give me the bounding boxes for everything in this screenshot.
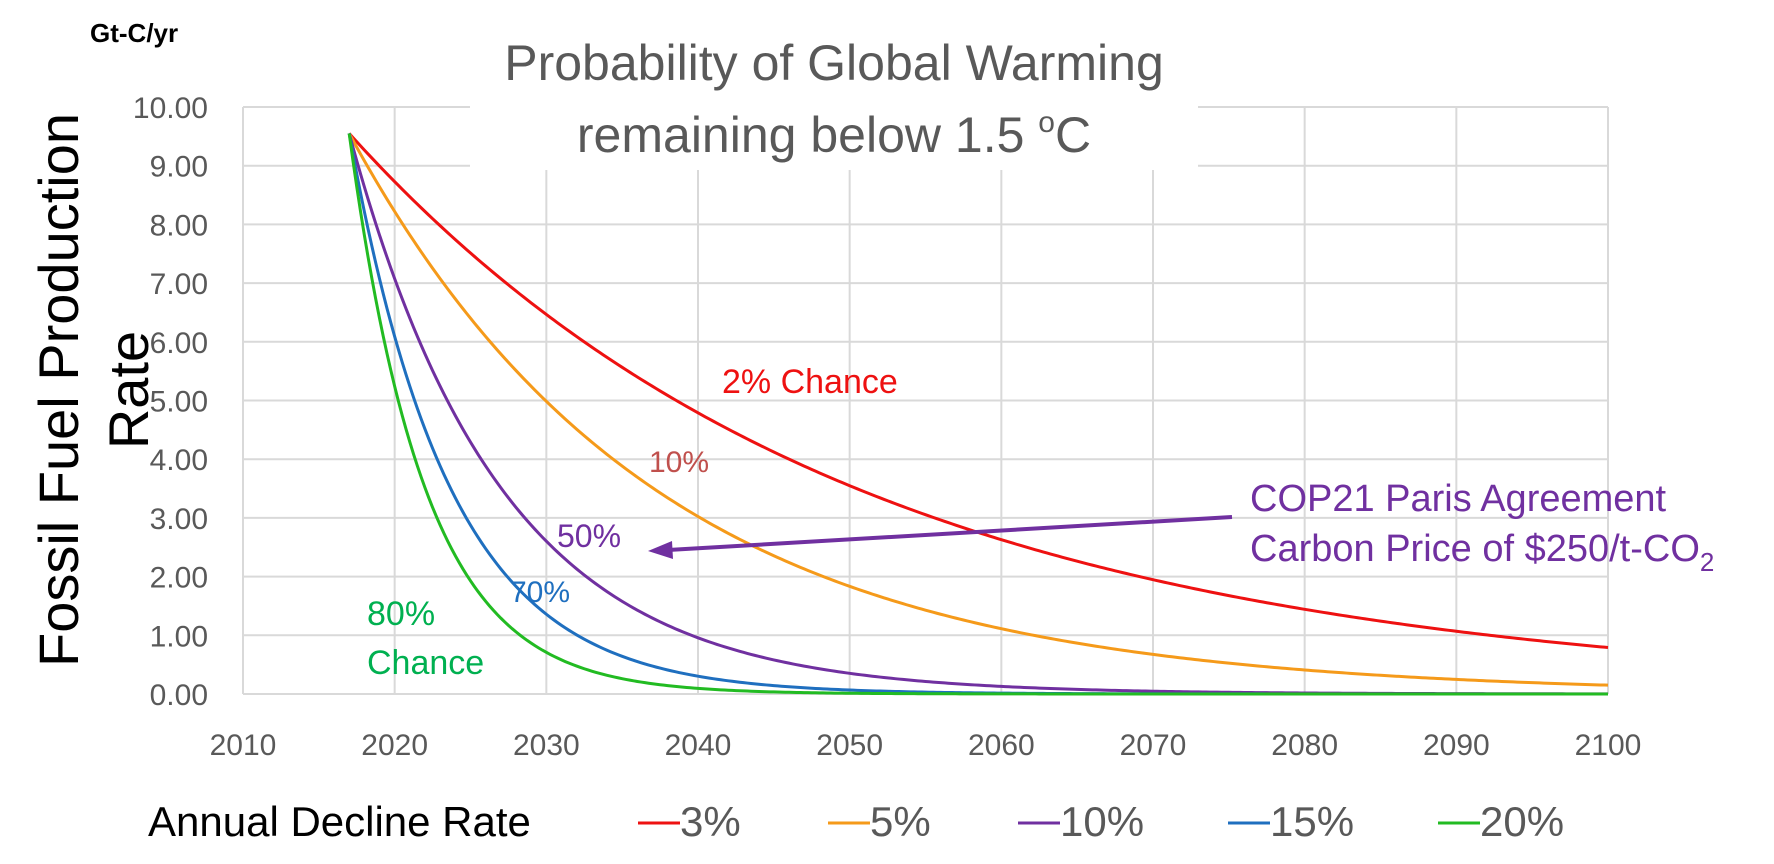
y-tick-label: 1.00 — [150, 620, 208, 653]
series-line-20pct — [347, 133, 1608, 696]
series-line-15pct — [347, 133, 1608, 696]
legend-label-3pct: 3% — [680, 798, 741, 845]
cop21-annotation-line2-main: Carbon Price of $250/t-CO — [1250, 528, 1700, 570]
chart-title-line2: remaining below 1.5 oC — [577, 106, 1091, 163]
legend-label-10pct: 10% — [1060, 798, 1144, 845]
x-tick-labels: 2010 2020 2030 2040 2050 2060 2070 2080 2090 2100 — [210, 729, 1642, 762]
x-tick-label: 2080 — [1271, 729, 1338, 762]
y-tick-label: 4.00 — [150, 444, 208, 477]
x-tick-label: 2010 — [210, 729, 277, 762]
legend-label-5pct: 5% — [870, 798, 931, 845]
legend: 3% 5% 10% 15% 20% — [638, 798, 1564, 845]
y-axis-label-line1: Fossil Fuel Production — [27, 113, 90, 667]
y-axis-label-line2: Rate — [97, 331, 160, 449]
y-tick-label: 7.00 — [150, 268, 208, 301]
x-tick-label: 2060 — [968, 729, 1035, 762]
annotation-5pct: 10% — [649, 446, 709, 479]
x-tick-label: 2100 — [1575, 729, 1642, 762]
x-tick-label: 2020 — [361, 729, 428, 762]
x-tick-label: 2040 — [665, 729, 732, 762]
series-lines — [347, 132, 1609, 696]
y-tick-label: 5.00 — [150, 386, 208, 419]
cop21-annotation-line2: Carbon Price of $250/t-CO2 — [1250, 528, 1714, 577]
y-tick-label: 10.00 — [133, 92, 208, 125]
y-tick-label: 8.00 — [150, 209, 208, 242]
chart-title-superscript: o — [1038, 106, 1055, 139]
y-tick-labels: 0.00 1.00 2.00 3.00 4.00 5.00 6.00 7.00 8.00 9.00… — [133, 92, 208, 712]
y-tick-label: 3.00 — [150, 503, 208, 536]
x-tick-label: 2090 — [1423, 729, 1490, 762]
annotation-20pct-line2: Chance — [367, 644, 484, 682]
annotation-20pct-line1: 80% — [367, 595, 435, 633]
series-line-3pct — [348, 132, 1609, 650]
title-background — [470, 30, 1198, 170]
legend-label-15pct: 15% — [1270, 798, 1354, 845]
annotation-10pct: 50% — [557, 518, 621, 554]
y-tick-label: 6.00 — [150, 327, 208, 360]
series-line-5pct — [347, 132, 1609, 687]
cop21-arrow — [648, 515, 1233, 559]
cop21-annotation-subscript: 2 — [1700, 547, 1714, 577]
annotation-3pct: 2% Chance — [722, 363, 898, 401]
legend-title: Annual Decline Rate — [148, 798, 531, 845]
x-tick-label: 2050 — [816, 729, 883, 762]
series-line-10pct — [347, 133, 1608, 696]
y-unit-label: Gt-C/yr — [90, 18, 178, 48]
x-tick-label: 2030 — [513, 729, 580, 762]
legend-label-20pct: 20% — [1480, 798, 1564, 845]
y-tick-label: 2.00 — [150, 562, 208, 595]
y-tick-label: 9.00 — [150, 151, 208, 184]
chart-title-line1: Probability of Global Warming — [504, 35, 1164, 91]
cop21-annotation-line1: COP21 Paris Agreement — [1250, 478, 1667, 520]
x-tick-label: 2070 — [1120, 729, 1187, 762]
y-axis-label: Fossil Fuel Production Rate — [27, 113, 160, 667]
annotation-15pct: 70% — [510, 576, 570, 609]
chart-title-line2-main: remaining below 1.5 — [577, 107, 1038, 163]
y-tick-label: 0.00 — [150, 679, 208, 712]
chart-title-line2-end: C — [1055, 107, 1091, 163]
